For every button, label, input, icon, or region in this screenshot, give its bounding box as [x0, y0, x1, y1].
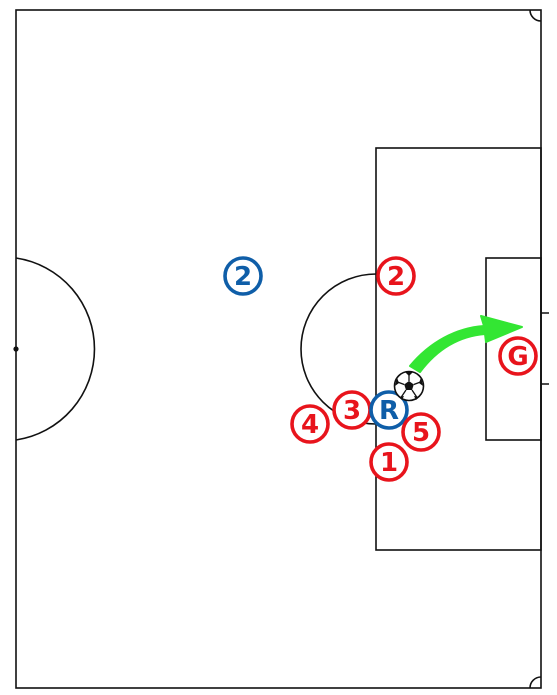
corner-arc-bottom	[529, 676, 542, 689]
player-token-blue-2: 2	[223, 256, 263, 296]
player-label: 3	[343, 396, 361, 426]
player-label: 5	[412, 418, 430, 448]
player-label: G	[507, 342, 528, 372]
goal-posts	[541, 312, 549, 385]
player-token-blue-R: R	[369, 390, 409, 430]
player-label: 4	[301, 410, 319, 440]
center-circle	[15, 257, 96, 441]
player-label: 1	[380, 448, 398, 478]
soccer-ball-icon	[393, 370, 425, 402]
player-label: 2	[387, 262, 405, 292]
player-token-red-3: 3	[332, 390, 372, 430]
curved-arrow-icon	[409, 315, 523, 373]
player-token-red-G: G	[498, 336, 538, 376]
player-token-red-5: 5	[401, 412, 441, 452]
player-token-red-1: 1	[369, 442, 409, 482]
player-token-red-4: 4	[290, 404, 330, 444]
field-lines	[13, 9, 549, 689]
player-label: R	[379, 396, 399, 426]
players-layer: 2 2 G 3 R 4 51	[223, 256, 538, 482]
goal-area	[485, 257, 542, 441]
player-token-red-2: 2	[376, 256, 416, 296]
corner-arc-top	[529, 9, 542, 22]
player-label: 2	[234, 262, 252, 292]
center-spot	[13, 346, 19, 352]
